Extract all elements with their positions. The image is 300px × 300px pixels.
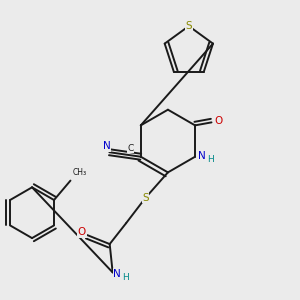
Text: O: O (78, 227, 86, 237)
Text: C: C (127, 144, 134, 153)
Text: S: S (142, 193, 149, 203)
Text: N: N (198, 151, 206, 161)
Text: H: H (122, 273, 129, 282)
Text: N: N (103, 141, 111, 151)
Text: N: N (113, 269, 121, 279)
Text: O: O (214, 116, 222, 126)
Text: S: S (185, 21, 192, 31)
Text: CH₃: CH₃ (73, 168, 87, 177)
Text: H: H (207, 155, 214, 164)
